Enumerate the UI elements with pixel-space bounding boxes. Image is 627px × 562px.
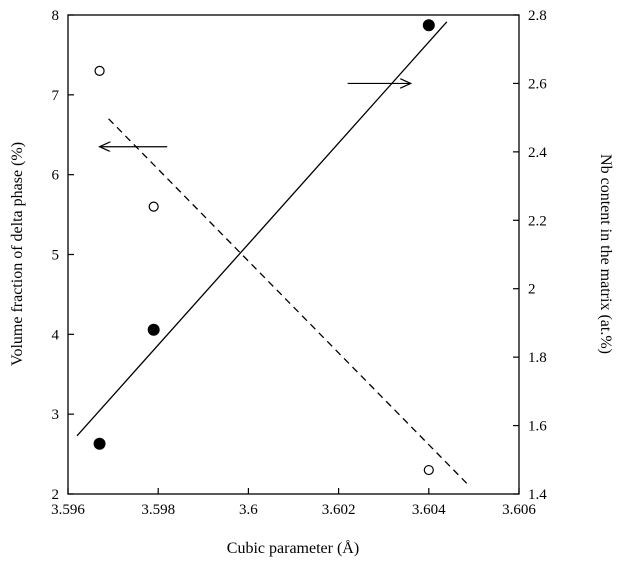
open-circle-point <box>423 464 434 476</box>
left-y-tick-label: 6 <box>52 168 60 184</box>
right-y-axis-ticks: 1.4 1.6 1.8 2 2.2 2.4 2.6 2.8 <box>513 8 547 503</box>
fit-line-solid <box>76 21 448 437</box>
x-tick-label: 3.604 <box>412 502 446 518</box>
filled-circle-point <box>93 437 106 450</box>
x-tick-label: 3.596 <box>51 502 85 518</box>
right-y-tick-label: 2.8 <box>528 8 547 24</box>
left-y-tick-label: 2 <box>52 487 60 503</box>
left-y-tick-label: 4 <box>52 327 60 343</box>
fit-line-dashed <box>108 118 470 487</box>
data-points <box>93 19 435 476</box>
open-circle-point <box>94 65 105 76</box>
filled-circle-point <box>147 323 160 336</box>
right-y-tick-label: 2 <box>528 282 536 298</box>
filled-circle-point <box>422 19 435 32</box>
left-y-tick-label: 3 <box>52 407 60 423</box>
fit-lines <box>76 21 470 487</box>
x-tick-label: 3.6 <box>239 502 258 518</box>
right-y-tick-label: 2.6 <box>528 76 547 92</box>
x-axis-ticks: 3.596 3.598 3.6 3.602 3.604 3.606 <box>51 488 536 518</box>
left-y-axis-ticks: 2 3 4 5 6 7 8 <box>52 8 74 503</box>
x-tick-label: 3.598 <box>141 502 175 518</box>
open-circle-point <box>148 201 159 212</box>
right-y-tick-label: 1.4 <box>528 487 547 503</box>
right-y-tick-label: 1.6 <box>528 419 547 435</box>
right-y-tick-label: 1.8 <box>528 350 547 366</box>
left-y-tick-label: 7 <box>52 88 60 104</box>
x-tick-label: 3.602 <box>322 502 356 518</box>
right-y-tick-label: 2.4 <box>528 145 547 161</box>
x-axis-title: Cubic parameter (Å) <box>227 539 359 557</box>
axis-arrows <box>100 83 411 146</box>
plot-frame <box>67 14 520 495</box>
right-y-axis-title: Nb content in the matrix (at.%) <box>597 154 614 354</box>
left-y-tick-label: 5 <box>52 248 60 264</box>
right-y-tick-label: 2.2 <box>528 213 547 229</box>
left-y-axis-title: Volume fraction of delta phase (%) <box>9 142 26 366</box>
x-tick-label: 3.606 <box>502 502 536 518</box>
left-y-tick-label: 8 <box>52 8 60 24</box>
